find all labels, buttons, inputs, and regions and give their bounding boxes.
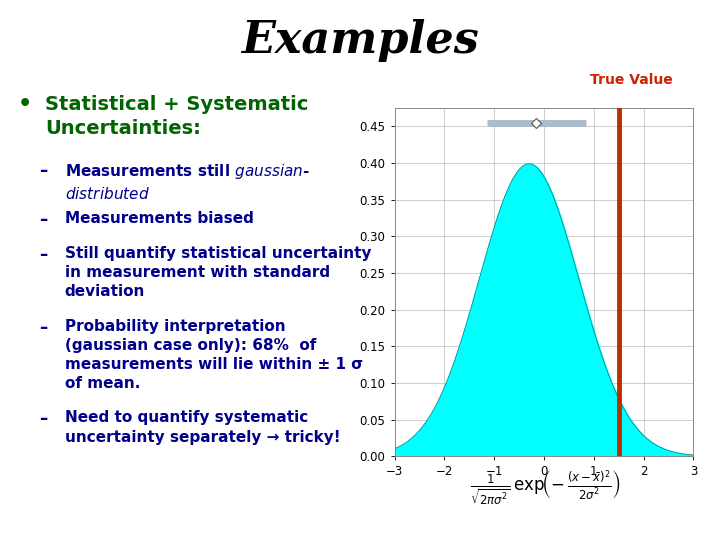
Text: Need to quantify systematic
uncertainty separately → tricky!: Need to quantify systematic uncertainty … xyxy=(65,410,341,444)
Text: Measurements still $\it{gaussian}$-
$\it{distributed}$: Measurements still $\it{gaussian}$- $\it… xyxy=(65,162,310,201)
Text: Still quantify statistical uncertainty
in measurement with standard
deviation: Still quantify statistical uncertainty i… xyxy=(65,246,372,299)
Text: True Value: True Value xyxy=(590,73,673,87)
Text: –: – xyxy=(40,410,48,428)
Text: –: – xyxy=(40,162,48,180)
Text: –: – xyxy=(40,211,48,228)
Text: Examples: Examples xyxy=(241,19,479,62)
Text: •: • xyxy=(18,94,32,114)
Text: –: – xyxy=(40,246,48,264)
Text: Measurements biased: Measurements biased xyxy=(65,211,253,226)
Text: Probability interpretation
(gaussian case only): 68%  of
measurements will lie w: Probability interpretation (gaussian cas… xyxy=(65,319,363,391)
Text: Statistical + Systematic
Uncertainties:: Statistical + Systematic Uncertainties: xyxy=(45,94,309,138)
Text: $\frac{1}{\sqrt{2\pi\sigma^2}}\,\mathrm{exp}\!\left(-\,\frac{(x-\bar{x})^2}{2\si: $\frac{1}{\sqrt{2\pi\sigma^2}}\,\mathrm{… xyxy=(470,469,621,508)
Text: –: – xyxy=(40,319,48,336)
